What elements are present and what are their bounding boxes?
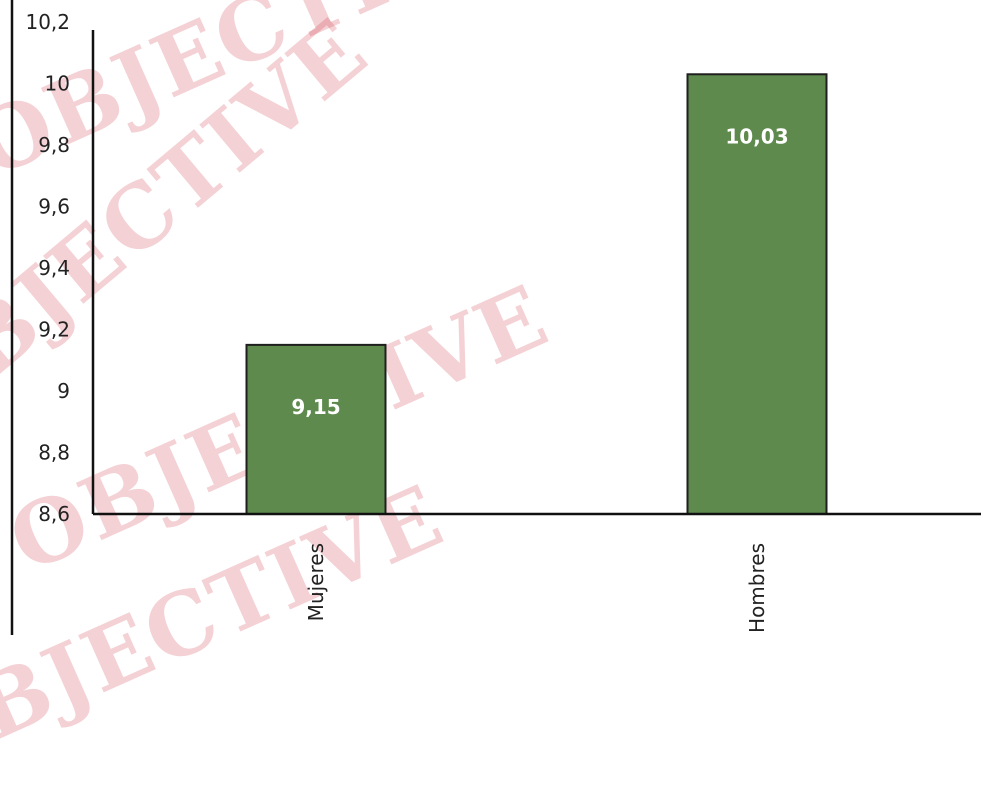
y-axis-tick-labels: 8,6 8,8 9 9,2 9,4 9,6 9,8 10 10,2 bbox=[25, 10, 70, 526]
bar-hombres bbox=[686, 73, 828, 516]
y-tick-label: 8,6 bbox=[38, 502, 70, 526]
y-tick-label: 9,8 bbox=[38, 133, 70, 157]
y-tick-label: 9,2 bbox=[38, 318, 70, 342]
bars bbox=[245, 73, 828, 516]
y-tick-label: 8,8 bbox=[38, 441, 70, 465]
data-labels: 9,15 10,03 bbox=[291, 124, 788, 419]
x-axis-category-labels: Mujeres Hombres bbox=[304, 543, 769, 633]
data-label: 9,15 bbox=[291, 395, 340, 419]
y-tick-label: 9 bbox=[57, 379, 70, 403]
category-label: Hombres bbox=[745, 543, 769, 633]
y-tick-label: 10,2 bbox=[25, 10, 70, 34]
category-label: Mujeres bbox=[304, 543, 328, 621]
data-label: 10,03 bbox=[725, 124, 788, 148]
y-tick-label: 10 bbox=[45, 72, 70, 96]
bar-chart: 8,6 8,8 9 9,2 9,4 9,6 9,8 10 10,2 9,15 10,03 Muje… bbox=[10, 0, 981, 635]
bar-mujeres bbox=[245, 343, 387, 515]
y-tick-label: 9,6 bbox=[38, 195, 70, 219]
y-tick-label: 9,4 bbox=[38, 256, 70, 280]
